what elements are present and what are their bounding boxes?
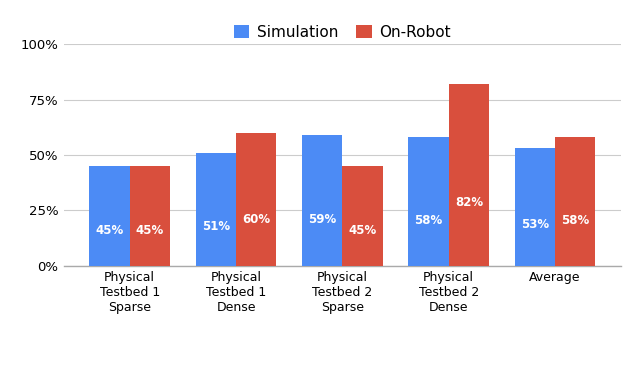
Text: 60%: 60% [242, 213, 270, 226]
Bar [196, 153, 236, 266]
Text: 82%: 82% [455, 196, 483, 208]
Text: 59%: 59% [308, 213, 337, 227]
Text: 53%: 53% [521, 218, 549, 231]
Bar [449, 84, 489, 266]
Text: 51%: 51% [202, 220, 230, 233]
Bar [515, 148, 555, 266]
Bar [90, 166, 130, 266]
Legend: Simulation, On-Robot: Simulation, On-Robot [228, 19, 457, 46]
Text: 45%: 45% [348, 224, 377, 237]
Bar [236, 133, 276, 266]
Text: 58%: 58% [415, 214, 443, 227]
Text: 45%: 45% [95, 224, 124, 237]
Text: 58%: 58% [561, 214, 589, 227]
Bar [130, 166, 170, 266]
Bar [342, 166, 383, 266]
Text: 45%: 45% [136, 224, 164, 237]
Bar [555, 137, 595, 266]
Bar [302, 135, 342, 266]
Bar [408, 137, 449, 266]
